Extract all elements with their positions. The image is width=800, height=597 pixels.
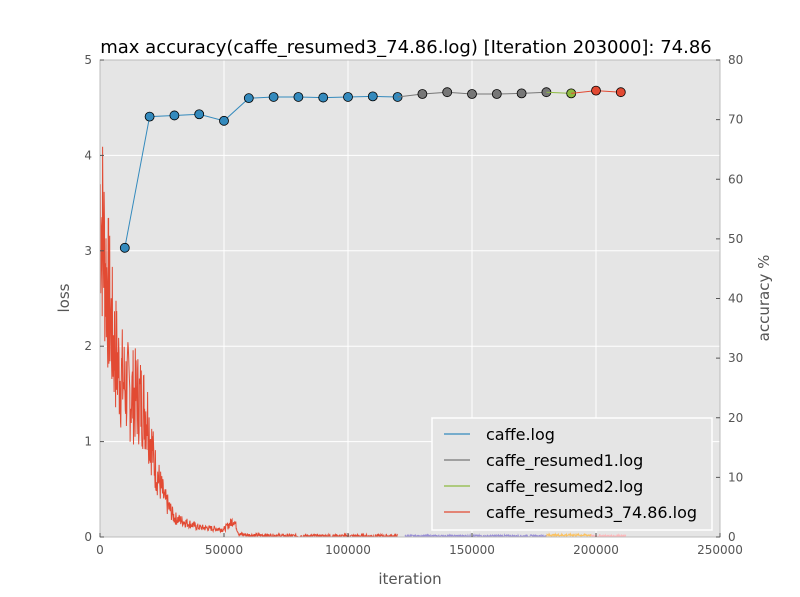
accuracy-point [516, 88, 527, 99]
accuracy-point [144, 111, 155, 122]
accuracy-point [243, 93, 254, 104]
loss-curve [404, 533, 547, 537]
accuracy-point [417, 89, 428, 99]
legend-label: caffe_resumed3_74.86.log [486, 503, 697, 523]
y-right-tick-label: 80 [728, 53, 743, 67]
y-left-tick-label: 1 [84, 435, 92, 449]
y-left-tick-label: 2 [84, 339, 92, 353]
legend-label: caffe_resumed1.log [486, 451, 643, 471]
accuracy-point [615, 87, 626, 98]
legend: caffe.log caffe_resumed1.log caffe_resumed… [431, 417, 713, 531]
x-tick-label: 100000 [325, 543, 371, 557]
y-right-tick-label: 50 [728, 232, 743, 246]
legend-box [431, 417, 713, 531]
x-tick-label: 0 [96, 543, 104, 557]
y-right-tick-label: 60 [728, 172, 743, 186]
accuracy-point [169, 110, 180, 121]
y-axis-right-label: accuracy % [755, 255, 773, 342]
accuracy-point [194, 109, 205, 120]
accuracy-series [119, 85, 626, 253]
x-tick-label: 250000 [697, 543, 743, 557]
y-right-tick-label: 40 [728, 292, 743, 306]
x-tick-label: 200000 [573, 543, 619, 557]
loss-curve [545, 532, 592, 537]
legend-label: caffe.log [486, 425, 555, 444]
accuracy-point [318, 92, 329, 103]
accuracy-point [591, 85, 601, 96]
y-right-tick-label: 30 [728, 351, 743, 365]
accuracy-point [268, 92, 279, 102]
y-right-tick-label: 0 [728, 530, 736, 544]
accuracy-point [293, 92, 304, 102]
accuracy-point [491, 89, 502, 99]
accuracy-point [467, 89, 477, 99]
y-left-tick-label: 3 [84, 244, 92, 258]
x-tick-label: 50000 [205, 543, 243, 557]
y-left-tick-label: 4 [84, 148, 92, 162]
chart-title: max accuracy(caffe_resumed3_74.86.log) [… [100, 37, 712, 58]
accuracy-point [343, 92, 353, 102]
y-right-tick-label: 70 [728, 113, 743, 127]
accuracy-point [367, 91, 378, 102]
accuracy-point [119, 242, 130, 253]
legend-label: caffe_resumed2.log [486, 477, 643, 497]
y-axis-left-label: loss [55, 283, 73, 312]
x-tick-label: 150000 [449, 543, 495, 557]
y-left-tick-label: 5 [84, 53, 92, 67]
x-axis-label: iteration [378, 570, 441, 588]
tick-labels: 0 50000 100000 150000 200000 2500000123450102… [84, 53, 743, 557]
accuracy-point [219, 115, 229, 126]
grid-lines [99, 59, 721, 538]
y-right-tick-label: 20 [728, 411, 743, 425]
accuracy-point [442, 87, 453, 98]
y-left-tick-label: 0 [84, 530, 92, 544]
y-right-tick-label: 10 [728, 470, 743, 484]
